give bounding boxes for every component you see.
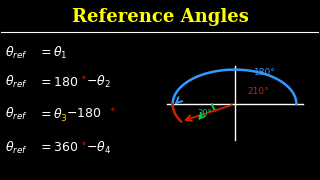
Text: $- \theta_2$: $- \theta_2$ bbox=[86, 74, 111, 90]
Text: $\circ$: $\circ$ bbox=[80, 73, 86, 82]
Text: $- 180$: $- 180$ bbox=[67, 107, 102, 120]
Text: $3$: $3$ bbox=[60, 112, 67, 123]
Text: $\theta_{ref}$: $\theta_{ref}$ bbox=[4, 106, 28, 122]
Text: $= 180$: $= 180$ bbox=[38, 76, 78, 89]
Text: Reference Angles: Reference Angles bbox=[72, 8, 248, 26]
Text: $= \theta_1$: $= \theta_1$ bbox=[38, 45, 68, 61]
Text: $- \theta_4$: $- \theta_4$ bbox=[86, 140, 111, 156]
Text: $\circ$: $\circ$ bbox=[108, 104, 115, 113]
Text: $= 360$: $= 360$ bbox=[38, 141, 78, 154]
Text: $\theta_{ref}$: $\theta_{ref}$ bbox=[4, 140, 28, 156]
Text: $\circ$: $\circ$ bbox=[80, 138, 86, 147]
Text: $= \theta$: $= \theta$ bbox=[38, 107, 63, 121]
Text: 30°: 30° bbox=[197, 109, 212, 118]
Text: $\theta_{ref}$: $\theta_{ref}$ bbox=[4, 45, 28, 61]
Text: 180°: 180° bbox=[254, 68, 276, 77]
Text: $\theta_{ref}$: $\theta_{ref}$ bbox=[4, 74, 28, 90]
Text: 210°: 210° bbox=[247, 87, 268, 96]
